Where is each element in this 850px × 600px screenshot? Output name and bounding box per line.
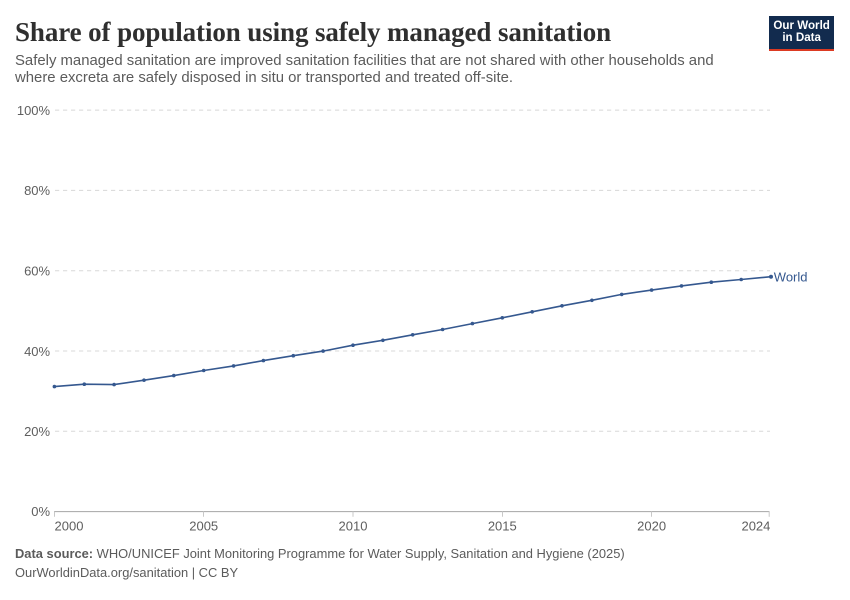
svg-text:2015: 2015: [488, 518, 517, 533]
svg-text:40%: 40%: [24, 344, 50, 359]
svg-text:2010: 2010: [339, 518, 368, 533]
svg-text:2005: 2005: [189, 518, 218, 533]
svg-text:20%: 20%: [24, 424, 50, 439]
svg-text:0%: 0%: [31, 504, 50, 519]
svg-text:2000: 2000: [55, 518, 84, 533]
svg-text:100%: 100%: [17, 103, 51, 118]
svg-text:World: World: [774, 269, 808, 284]
svg-text:60%: 60%: [24, 264, 50, 279]
svg-text:2020: 2020: [637, 518, 666, 533]
svg-text:80%: 80%: [24, 183, 50, 198]
svg-text:2024: 2024: [741, 518, 770, 533]
